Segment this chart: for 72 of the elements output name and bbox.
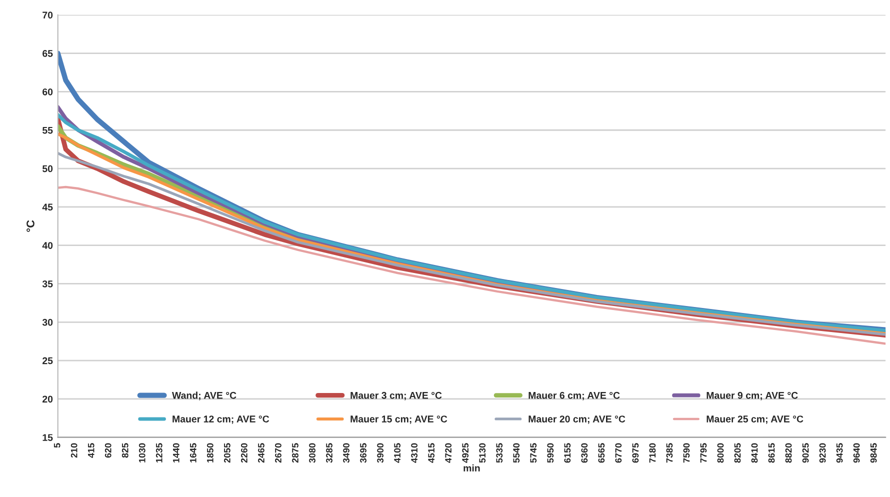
x-tick-label: 4720 <box>445 443 452 463</box>
x-tick-label: 8000 <box>717 443 724 463</box>
y-axis-title: °C <box>26 220 34 232</box>
y-tick-label: 70 <box>42 12 53 19</box>
x-tick-label: 7795 <box>700 443 707 463</box>
x-tick-label: 1030 <box>138 443 146 462</box>
y-tick-label: 50 <box>42 165 53 172</box>
x-tick-label: 9435 <box>836 443 843 463</box>
x-tick-label: 5950 <box>547 443 554 463</box>
x-tick-label: 8615 <box>768 443 775 463</box>
legend-label: Mauer 20 cm; AVE °C <box>528 416 626 424</box>
x-axis-title: min <box>464 464 480 472</box>
x-tick-label: 8410 <box>751 443 758 463</box>
x-tick-label: 4310 <box>411 443 418 463</box>
x-tick-label: 2875 <box>292 443 298 463</box>
x-tick-label: 2465 <box>258 443 264 463</box>
x-tick-label: 1440 <box>172 443 180 462</box>
x-tick-label: 2260 <box>240 443 248 463</box>
x-tick-label: 1645 <box>190 443 196 462</box>
x-tick-label: 3695 <box>360 443 366 463</box>
x-tick-label: 415 <box>88 443 94 458</box>
x-tick-label: 4105 <box>394 443 400 463</box>
x-tick-label: 4925 <box>462 443 469 463</box>
x-tick-label: 9025 <box>802 443 809 463</box>
y-tick-label: 15 <box>42 434 53 441</box>
x-tick-label: 7590 <box>683 443 690 463</box>
x-tick-label: 3490 <box>343 443 350 463</box>
line-series <box>58 186 886 345</box>
x-tick-label: 5335 <box>496 443 503 463</box>
x-tick-label: 620 <box>104 443 112 458</box>
y-tick-label: 65 <box>42 50 53 57</box>
y-tick-label: 35 <box>42 280 53 288</box>
x-tick-label: 6770 <box>615 443 622 463</box>
y-tick-label: 60 <box>42 88 53 96</box>
legend-label: Mauer 15 cm; AVE °C <box>350 416 448 424</box>
x-tick-label: 4515 <box>428 443 434 463</box>
x-tick-label: 5540 <box>513 443 520 463</box>
x-tick-label: 6975 <box>632 443 639 463</box>
x-tick-label: 2670 <box>275 443 282 463</box>
y-tick-label: 20 <box>42 396 53 403</box>
x-tick-label: 5 <box>54 443 60 448</box>
x-tick-label: 7180 <box>649 443 656 463</box>
y-tick-label: 55 <box>42 126 53 134</box>
x-tick-label: 9230 <box>819 443 826 463</box>
x-tick-label: 9845 <box>870 443 877 463</box>
x-tick-label: 2055 <box>224 443 230 463</box>
legend-label: Mauer 9 cm; AVE °C <box>706 392 798 400</box>
x-tick-label: 3900 <box>377 443 384 463</box>
y-tick-label: 30 <box>42 318 53 326</box>
x-tick-label: 5745 <box>530 443 537 463</box>
y-tick-label: 25 <box>42 357 53 364</box>
x-tick-label: 825 <box>122 443 128 458</box>
x-tick-label: 5130 <box>479 443 486 463</box>
x-tick-label: 6360 <box>581 443 588 463</box>
x-tick-label: 6155 <box>564 443 571 463</box>
x-tick-label: 6565 <box>598 443 605 463</box>
x-tick-label: 9640 <box>853 443 860 463</box>
y-tick-label: 45 <box>42 204 53 211</box>
legend-label: Wand; AVE °C <box>172 392 236 400</box>
x-tick-label: 210 <box>70 443 78 458</box>
x-tick-label: 3285 <box>326 443 332 463</box>
x-tick-label: 7385 <box>666 443 673 463</box>
x-tick-label: 3080 <box>309 443 316 463</box>
legend-label: Mauer 3 cm; AVE °C <box>350 392 442 400</box>
legend-label: Mauer 12 cm; AVE °C <box>172 416 270 424</box>
x-tick-label: 1235 <box>156 443 162 462</box>
legend-label: Mauer 25 cm; AVE °C <box>706 416 804 424</box>
x-tick-label: 1850 <box>206 443 214 462</box>
x-tick-label: 8820 <box>785 443 792 463</box>
y-tick-label: 40 <box>42 242 53 249</box>
legend-label: Mauer 6 cm; AVE °C <box>528 392 620 400</box>
x-tick-label: 8205 <box>734 443 741 463</box>
